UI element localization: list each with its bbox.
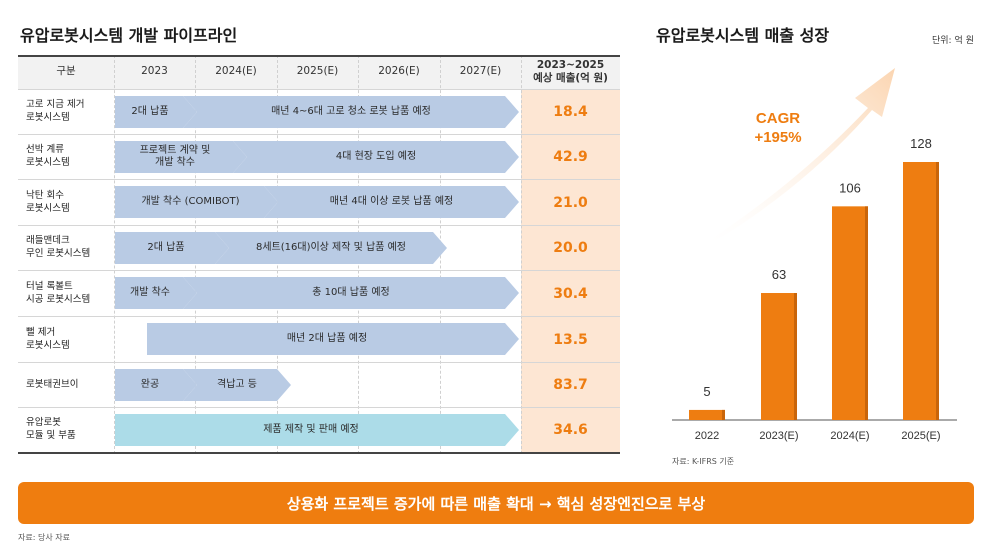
expected-sales-value: 34.6 — [553, 422, 588, 438]
pipeline-title: 유압로봇시스템 개발 파이프라인 — [20, 26, 238, 45]
row-label: 낙탄 회수 로봇시스템 — [26, 189, 70, 214]
sales-bar-shade — [865, 206, 868, 420]
table-bottom-rule — [18, 452, 620, 454]
row-label: 선박 계류 로봇시스템 — [26, 144, 70, 168]
sales-bar-2025(E) — [903, 162, 939, 420]
row-label: 로봇태권브이 — [26, 378, 79, 390]
timeline-bar: 2대 납품 — [115, 96, 197, 128]
sales-bar-shade — [936, 162, 939, 420]
bar-value-label: 106 — [839, 180, 861, 195]
header-category: 구분 — [56, 65, 76, 78]
header-2026: 2026(E) — [378, 65, 420, 78]
sales-chart-title: 유압로봇시스템 매출 성장 — [656, 26, 830, 45]
timeline-bar: 개발 착수 (COMIBOT) — [115, 186, 278, 218]
row-label: 래들맨데크 무인 로봇시스템 — [26, 235, 91, 259]
timeline-bar: 제품 제작 및 판매 예정 — [115, 414, 519, 446]
sales-bar-2023(E) — [761, 293, 797, 420]
row-label: 고로 지금 제거 로봇시스템 — [26, 99, 85, 123]
expected-sales-value: 42.9 — [553, 149, 588, 165]
row-divider — [18, 270, 620, 271]
timeline-bar: 프로젝트 계약 및 개발 착수 — [115, 141, 247, 173]
header-2025: 2025(E) — [296, 65, 339, 78]
table-header-bg — [18, 55, 620, 89]
expected-sales-value: 30.4 — [553, 285, 588, 302]
row-divider — [18, 362, 620, 363]
row-divider — [18, 134, 620, 135]
row-divider — [18, 179, 620, 180]
timeline-bar: 매년 4~6대 고로 청소 로봇 납품 예정 — [183, 96, 519, 128]
timeline-bar: 개발 착수 — [115, 277, 197, 309]
row-label: 터널 록볼트 시공 로봇시스템 — [26, 280, 91, 305]
row-divider — [18, 316, 620, 317]
cagr-label: CAGR — [756, 110, 800, 127]
pipeline-table: 구분 2023 2024(E) 2025(E) 2026(E) 2027(E) … — [18, 55, 620, 454]
bar-value-label: 5 — [703, 384, 710, 399]
bottom-source: 자료: 당사 자료 — [18, 533, 70, 542]
expected-sales-value: 13.5 — [553, 331, 588, 348]
sales-bar-shade — [794, 293, 797, 420]
category-tick-label: 2025(E) — [901, 430, 940, 442]
summary-banner: 상용화 프로젝트 증가에 따른 매출 확대 → 핵심 성장엔진으로 부상 — [18, 482, 974, 524]
sales-bar-chart: CAGR +195% 5 2022 63 2023(E) 106 2024(E) 128 20… — [672, 68, 957, 442]
timeline-bar: 격납고 등 — [183, 369, 291, 401]
expected-sales-column-bg — [521, 89, 620, 453]
bar-value-label: 128 — [910, 136, 932, 151]
column-divider — [521, 55, 522, 454]
expected-sales-value: 20.0 — [553, 240, 588, 256]
header-2027: 2027(E) — [459, 65, 502, 78]
header-2024: 2024(E) — [215, 65, 257, 78]
timeline-bar: 매년 4대 이상 로봇 납품 예정 — [264, 186, 519, 218]
table-top-rule — [18, 55, 620, 57]
timeline-bar: 8세트(16대)이상 제작 및 납품 예정 — [215, 232, 447, 264]
timeline-bar: 총 10대 납품 예정 — [183, 277, 519, 309]
timeline-bar: 4대 현장 도입 예정 — [233, 141, 519, 173]
row-divider — [18, 407, 620, 408]
expected-sales-value: 21.0 — [553, 194, 588, 211]
sales-bar-2024(E) — [832, 206, 868, 420]
row-divider — [18, 89, 620, 90]
column-divider — [114, 55, 115, 454]
timeline-bar: 완공 — [115, 369, 197, 401]
row-label: 유압로봇 모듈 및 부품 — [26, 417, 76, 441]
bar-value-label: 63 — [772, 267, 786, 282]
row-label: 뻘 제거 로봇시스템 — [26, 326, 70, 351]
timeline-bar: 매년 2대 납품 예정 — [147, 323, 519, 355]
unit-label: 단위: 억 원 — [932, 36, 974, 46]
expected-sales-value: 83.7 — [553, 377, 588, 393]
cagr-value: +195% — [754, 129, 801, 146]
expected-sales-value: 18.4 — [553, 104, 588, 120]
sales-bar-shade — [722, 409, 725, 420]
chart-source: 자료: K-IFRS 기준 — [672, 457, 735, 466]
header-2023: 2023 — [141, 65, 168, 78]
timeline-bar: 2대 납품 — [115, 232, 229, 264]
header-expected-sales: 2023~2025 예상 매출(억 원) — [533, 58, 608, 84]
category-tick-label: 2023(E) — [759, 430, 798, 442]
sales-bar-2022 — [689, 409, 725, 420]
growth-arrow — [710, 68, 895, 243]
category-tick-label: 2024(E) — [830, 430, 869, 442]
category-tick-label: 2022 — [695, 430, 719, 442]
row-divider — [18, 225, 620, 226]
